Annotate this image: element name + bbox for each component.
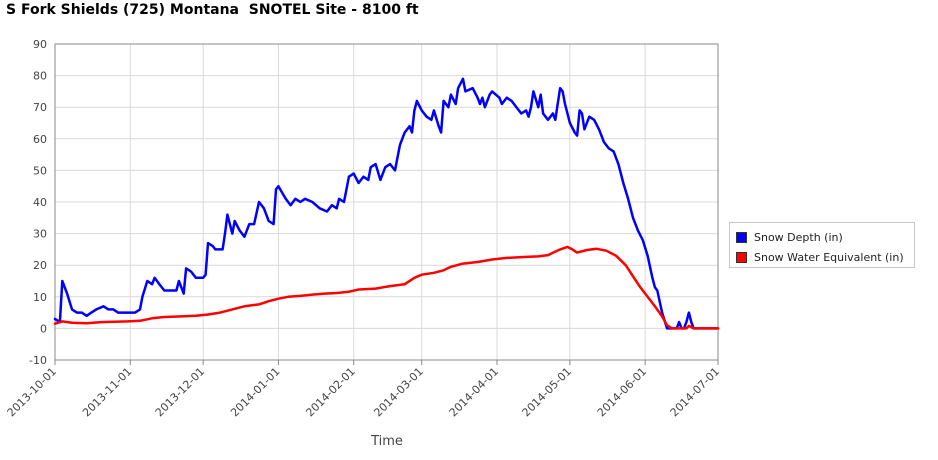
y-tick-label: 60 bbox=[33, 133, 47, 146]
series-layer bbox=[53, 77, 720, 330]
legend-swatch-snow-depth bbox=[736, 231, 747, 243]
x-axis-title: Time bbox=[370, 434, 403, 449]
x-tick-label: 2013-10-01 bbox=[5, 365, 59, 419]
y-tick-label: 10 bbox=[33, 291, 47, 304]
x-tick-label: 2014-01-01 bbox=[228, 365, 282, 419]
x-tick-label: 2014-05-01 bbox=[520, 365, 574, 419]
legend-item-snow-depth[interactable]: Snow Depth (in) bbox=[736, 227, 914, 247]
x-tick-label: 2014-03-01 bbox=[371, 365, 425, 419]
legend-label-snow-depth: Snow Depth (in) bbox=[754, 230, 843, 244]
x-tick-label: 2013-11-01 bbox=[80, 365, 134, 419]
legend-label-swe: Snow Water Equivalent (in) bbox=[754, 250, 904, 264]
y-tick-label: 30 bbox=[33, 228, 47, 241]
x-tick-label: 2014-07-01 bbox=[668, 365, 722, 419]
y-tick-label: 90 bbox=[33, 38, 47, 51]
y-tick-label: 80 bbox=[33, 70, 47, 83]
grid-layer bbox=[54, 43, 719, 361]
axis-layer bbox=[54, 43, 719, 365]
legend: Snow Depth (in) Snow Water Equivalent (i… bbox=[729, 222, 915, 268]
chart-title: S Fork Shields (725) Montana SNOTEL Site… bbox=[6, 2, 419, 18]
y-tick-label: 0 bbox=[40, 322, 47, 335]
series-line-swe bbox=[53, 245, 720, 330]
y-tick-label: -10 bbox=[29, 354, 47, 367]
legend-swatch-swe bbox=[736, 251, 747, 263]
plot-border bbox=[54, 43, 719, 361]
y-tick-label: 20 bbox=[33, 259, 47, 272]
y-tick-label: 70 bbox=[33, 101, 47, 114]
x-tick-label: 2013-12-01 bbox=[153, 365, 207, 419]
series-line-snow-depth bbox=[53, 77, 720, 330]
x-tick-label: 2014-04-01 bbox=[447, 365, 501, 419]
y-tick-label: 50 bbox=[33, 164, 47, 177]
x-tick-label: 2014-02-01 bbox=[303, 365, 357, 419]
legend-item-swe[interactable]: Snow Water Equivalent (in) bbox=[736, 247, 914, 267]
y-tick-label: 40 bbox=[33, 196, 47, 209]
x-tick-label: 2014-06-01 bbox=[595, 365, 649, 419]
